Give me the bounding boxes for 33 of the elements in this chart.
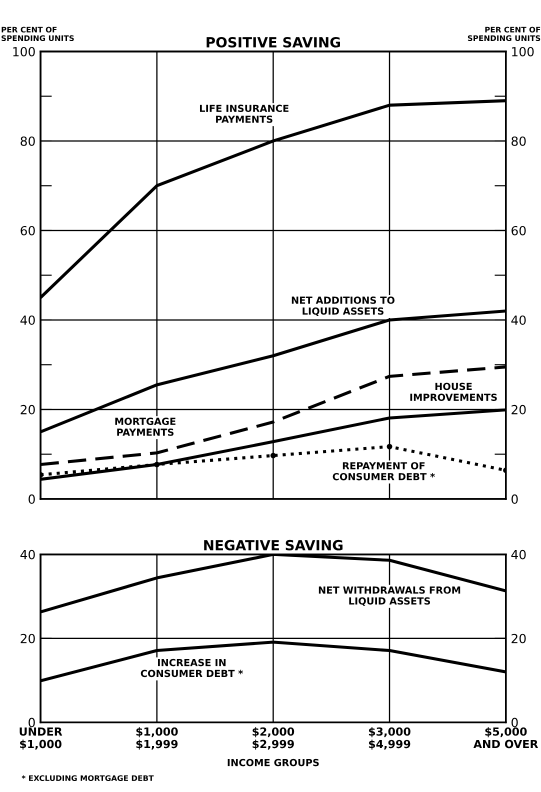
x-tick-label: $3,000 $4,999 — [368, 727, 410, 750]
y2-tick-label: 20 — [512, 404, 526, 414]
series-label: MORTGAGE PAYMENTS — [115, 418, 176, 436]
y-tick-label: 80 — [20, 136, 35, 146]
y-tick-label: 60 — [20, 226, 35, 236]
y-tick-label: 0 — [28, 494, 35, 504]
x-tick-label: UNDER $1,000 — [20, 728, 62, 750]
y2-tick-label: 100 — [512, 46, 534, 56]
y-tick-label: 20 — [20, 634, 35, 644]
y2-tick-label: 40 — [511, 550, 526, 560]
chart-title: NEGATIVE SAVING — [204, 540, 343, 550]
y-tick-label: 0 — [28, 718, 35, 728]
y-tick-label: 40 — [20, 550, 35, 560]
series-label: NET ADDITIONS TO LIQUID ASSETS — [292, 296, 395, 316]
y-tick-label: 40 — [20, 315, 35, 325]
y2-tick-label: 40 — [511, 315, 526, 325]
series-label: INCREASE IN CONSUMER DEBT * — [140, 658, 244, 678]
x-tick-label: $5,000 AND OVER — [473, 727, 538, 748]
series-label: NET WITHDRAWALS FROM LIQUID ASSETS — [318, 586, 460, 606]
y2-tick-label: 0 — [512, 494, 518, 504]
x-axis-title: INCOME GROUPS — [228, 758, 319, 766]
series-label: HOUSE IMPROVEMENTS — [410, 382, 497, 401]
series-label: LIFE INSURANCE PAYMENTS — [200, 104, 288, 123]
x-tick-label: $1,000 $1,999 — [136, 727, 178, 750]
y2-tick-label: 20 — [512, 634, 526, 644]
y2-tick-label: 0 — [512, 718, 518, 728]
y2-tick-label: 60 — [512, 226, 526, 236]
series-label: REPAYMENT OF CONSUMER DEBT * — [332, 462, 435, 480]
x-tick-label: $2,000 $2,999 — [252, 727, 294, 750]
y-tick-label: 20 — [20, 404, 35, 414]
y-tick-label: 100 — [13, 46, 35, 56]
y2-tick-label: 80 — [512, 136, 526, 146]
chart-title: POSITIVE SAVING — [206, 37, 340, 48]
